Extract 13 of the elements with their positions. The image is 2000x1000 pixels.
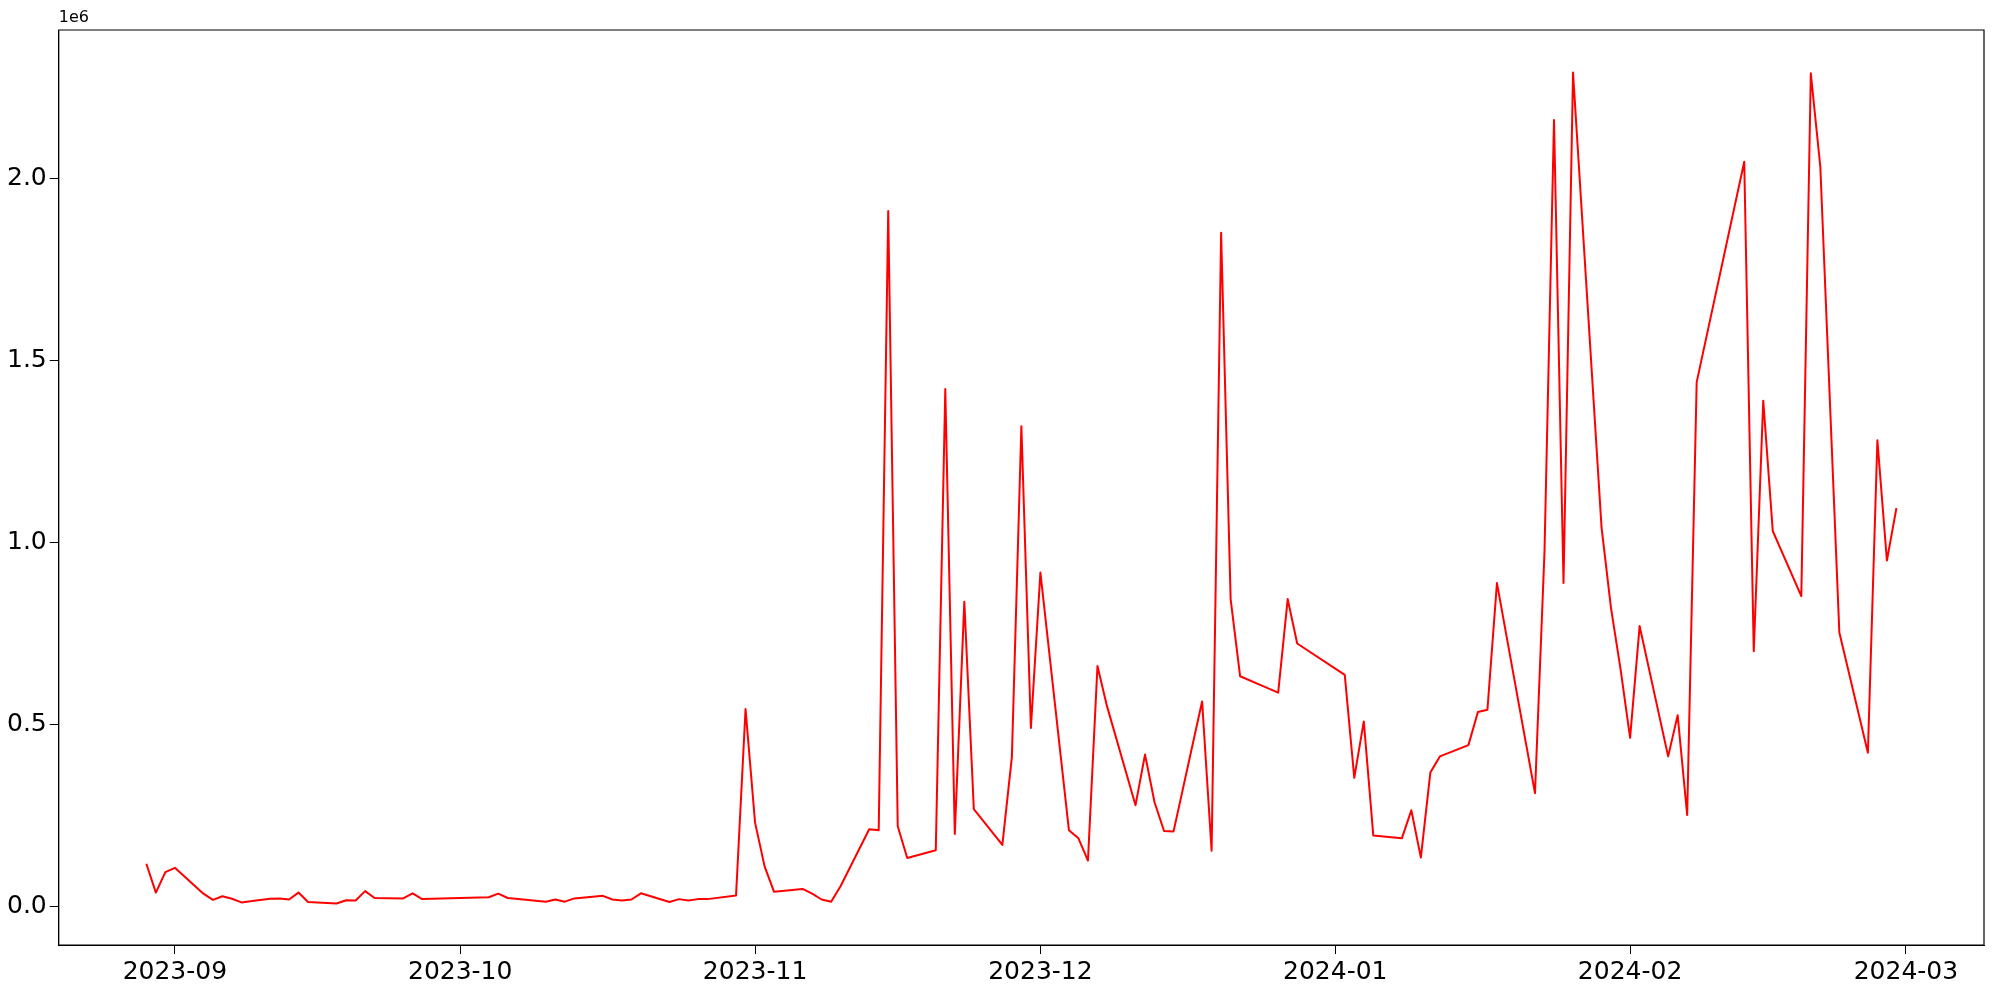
y-tick-label: 0.5 <box>6 707 47 737</box>
x-tick-label: 2023-11 <box>702 955 808 985</box>
x-tick-label: 2024-01 <box>1283 955 1388 985</box>
x-tick-label: 2024-02 <box>1577 955 1683 985</box>
y-tick-label: 0.0 <box>6 889 47 919</box>
x-tick-label: 2024-03 <box>1853 955 1959 985</box>
x-tick-label: 2023-09 <box>122 955 228 985</box>
y-tick-label: 2.0 <box>6 161 47 191</box>
y-tick-label: 1.0 <box>6 525 47 555</box>
x-tick-label: 2023-12 <box>988 955 1093 985</box>
x-tick-label: 2023-10 <box>407 955 513 985</box>
y-tick-label: 1.5 <box>6 343 47 373</box>
text: 1e6 <box>58 7 89 27</box>
